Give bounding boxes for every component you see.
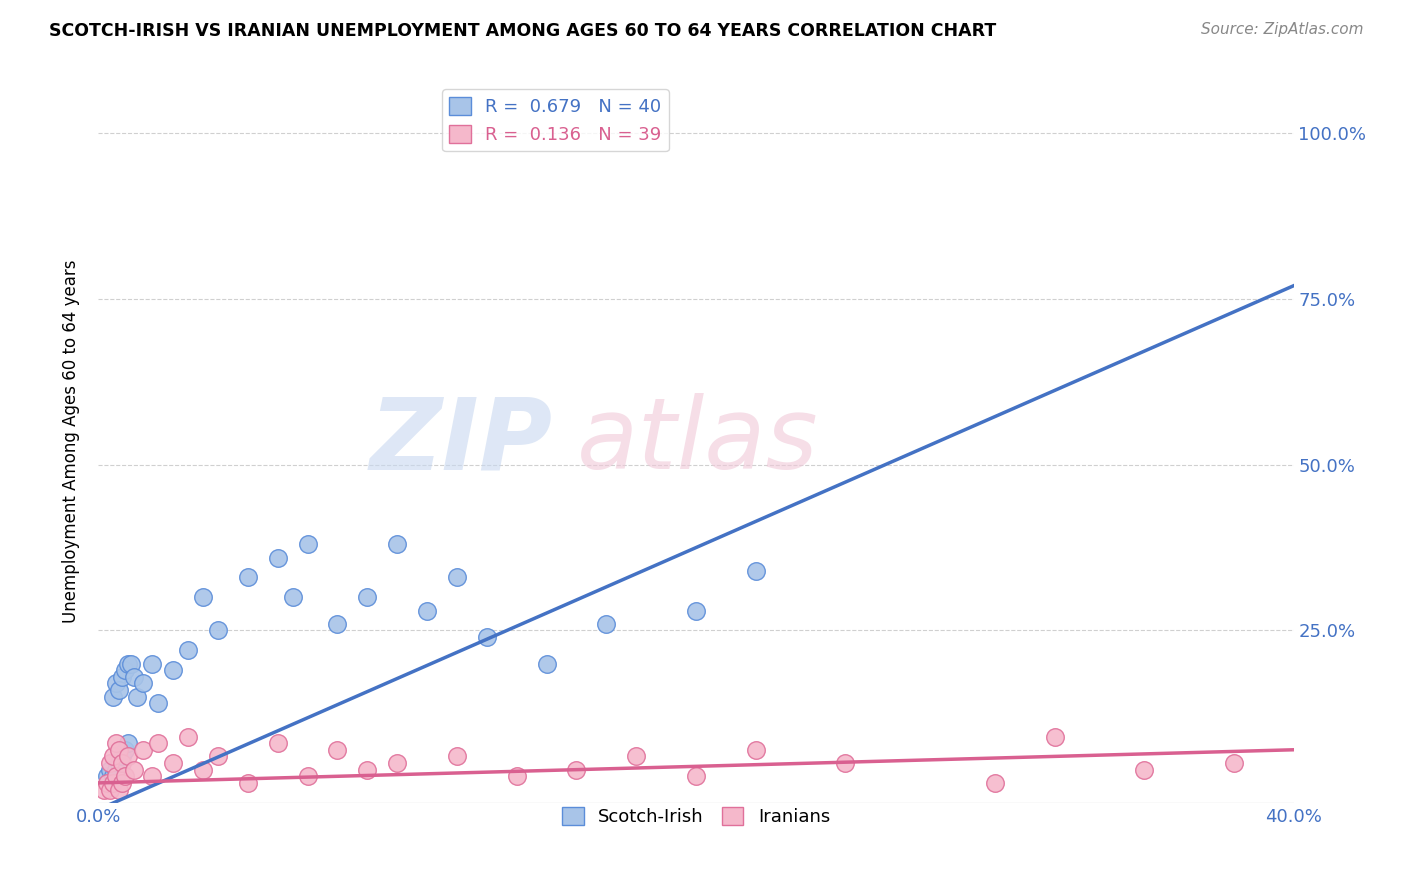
Point (297, 769, 319, 783)
Point (120, 657, 142, 671)
Point (114, 743, 136, 757)
Point (108, 743, 131, 757)
Point (108, 756, 131, 770)
Point (103, 749, 125, 764)
Point (141, 657, 163, 671)
Point (124, 763, 146, 777)
Point (834, 756, 856, 770)
Point (506, 769, 529, 783)
Point (207, 749, 229, 764)
Point (1043, 730, 1066, 744)
Point (103, 776, 125, 790)
Point (416, 603, 439, 617)
Point (745, 564, 768, 578)
Point (117, 657, 139, 671)
Point (446, 749, 468, 764)
Point (117, 749, 139, 764)
Point (105, 763, 128, 777)
Point (132, 743, 155, 757)
Point (1223, 756, 1246, 770)
Point (98, 763, 122, 777)
Point (685, 603, 707, 617)
Point (117, 736, 139, 750)
Point (236, 776, 259, 790)
Point (148, 736, 170, 750)
Point (236, 570, 259, 584)
Point (98, 756, 122, 770)
Point (111, 776, 134, 790)
Point (162, 663, 184, 677)
Text: ZIP: ZIP (370, 393, 553, 490)
Point (114, 769, 136, 783)
Point (385, 756, 409, 770)
Point (148, 697, 170, 711)
Point (96, 776, 118, 790)
Point (177, 643, 200, 657)
Point (207, 624, 229, 638)
Point (114, 663, 136, 677)
Point (127, 690, 149, 704)
Point (93, 782, 115, 797)
Point (124, 670, 146, 684)
Point (267, 550, 290, 565)
Point (96, 769, 118, 783)
Point (141, 769, 163, 783)
Point (565, 763, 588, 777)
Point (162, 756, 184, 770)
Point (385, 537, 409, 551)
Text: atlas: atlas (576, 393, 818, 490)
Point (281, 591, 304, 605)
Point (111, 670, 134, 684)
Point (626, 749, 648, 764)
Point (132, 676, 155, 690)
Point (356, 591, 378, 605)
Point (984, 776, 1007, 790)
Point (103, 690, 125, 704)
Point (177, 730, 200, 744)
Text: SCOTCH-IRISH VS IRANIAN UNEMPLOYMENT AMONG AGES 60 TO 64 YEARS CORRELATION CHART: SCOTCH-IRISH VS IRANIAN UNEMPLOYMENT AMO… (49, 22, 997, 40)
Point (326, 743, 349, 757)
Point (108, 782, 131, 797)
Legend: Scotch-Irish, Iranians: Scotch-Irish, Iranians (555, 800, 837, 833)
Point (595, 616, 617, 631)
Point (685, 769, 707, 783)
Text: Source: ZipAtlas.com: Source: ZipAtlas.com (1201, 22, 1364, 37)
Y-axis label: Unemployment Among Ages 60 to 64 years: Unemployment Among Ages 60 to 64 years (62, 260, 80, 624)
Point (1133, 763, 1156, 777)
Point (111, 749, 134, 764)
Point (536, 657, 558, 671)
Point (326, 616, 349, 631)
Point (446, 570, 468, 584)
Point (297, 537, 319, 551)
Point (105, 676, 128, 690)
Point (191, 591, 214, 605)
Point (745, 743, 768, 757)
Point (103, 769, 125, 783)
Point (267, 736, 290, 750)
Point (191, 763, 214, 777)
Point (105, 769, 128, 783)
Point (108, 683, 131, 698)
Point (105, 736, 128, 750)
Point (98, 782, 122, 797)
Point (475, 630, 498, 644)
Point (356, 763, 378, 777)
Point (111, 756, 134, 770)
